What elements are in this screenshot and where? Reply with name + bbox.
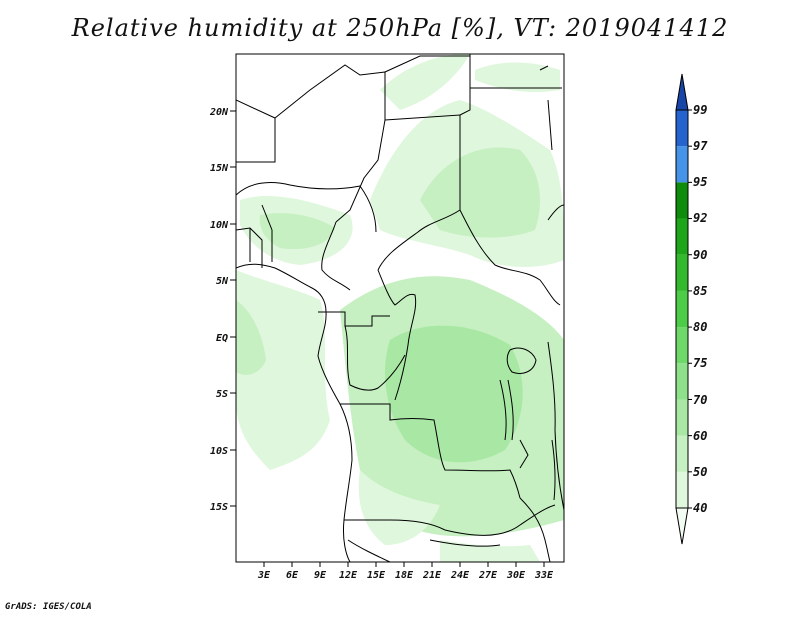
colorbar-label-80: 80	[693, 320, 707, 334]
longitude-axis: 3E 6E 9E 12E 15E 18E 21E 24E 27E 30E 33E	[257, 562, 554, 581]
colorbar-segment	[676, 218, 688, 255]
colorbar-label-99: 99	[693, 103, 707, 117]
colorbar-segment	[676, 110, 688, 147]
colorbar-segment	[676, 254, 688, 291]
latitude-axis: 20N 15N 10N 5N EQ 5S 10S 15S	[209, 107, 236, 513]
grads-credit: GrADS: IGES/COLA	[5, 602, 92, 612]
colorbar-labels: 99 97 95 92 90 85 80 75 70 60 50 40	[693, 103, 708, 515]
colorbar-segment	[676, 327, 688, 364]
humidity-region-northwest-core	[259, 213, 335, 250]
colorbar-label-60: 60	[693, 429, 707, 443]
colorbar-label-50: 50	[693, 465, 707, 479]
country-borders	[236, 54, 564, 562]
lat-label-10n: 10N	[210, 220, 229, 231]
humidity-region-top	[380, 54, 470, 110]
lat-label-5n: 5N	[216, 276, 229, 287]
lon-label-33e: 33E	[534, 570, 554, 581]
lon-label-15e: 15E	[367, 570, 386, 581]
lon-label-21e: 21E	[422, 570, 442, 581]
lon-label-27e: 27E	[478, 570, 498, 581]
lon-label-24e: 24E	[450, 570, 470, 581]
lat-label-20n: 20N	[209, 107, 229, 118]
colorbar-frame	[675, 109, 689, 509]
lon-label-30e: 30E	[506, 570, 526, 581]
colorbar-label-92: 92	[693, 211, 707, 225]
humidity-region-southeast	[440, 540, 540, 562]
colorbar-segment	[676, 146, 688, 183]
colorbar-segment	[676, 471, 688, 508]
lon-label-3e: 3E	[257, 570, 271, 581]
lat-label-15s: 15S	[210, 502, 228, 513]
colorbar-label-90: 90	[693, 248, 707, 262]
colorbar-segment	[676, 182, 688, 219]
colorbar-label-40: 40	[693, 501, 707, 515]
humidity-region-west	[236, 270, 330, 470]
colorbar-high-arrow	[675, 73, 689, 111]
lon-label-6e: 6E	[286, 570, 299, 581]
lake-tanganyika	[499, 379, 514, 441]
colorbar-label-75: 75	[693, 356, 707, 370]
coastline-west-africa	[236, 263, 353, 562]
colorbar-segment	[676, 399, 688, 436]
coastline-east	[547, 341, 564, 511]
lon-label-12e: 12E	[339, 570, 358, 581]
colorbar-segment	[676, 363, 688, 400]
colorbar-segment	[676, 290, 688, 328]
lon-label-9e: 9E	[314, 570, 327, 581]
lake-malawi	[551, 439, 556, 501]
map-frame	[235, 53, 565, 563]
colorbar-segment	[676, 435, 688, 472]
chart-title: Relative humidity at 250hPa [%], VT: 201…	[71, 14, 729, 42]
lat-label-10s: 10S	[210, 446, 228, 457]
lon-label-18e: 18E	[395, 570, 414, 581]
humidity-field	[236, 54, 564, 562]
colorbar	[675, 73, 692, 545]
lat-label-15n: 15N	[210, 163, 229, 174]
colorbar-label-97: 97	[693, 139, 708, 153]
colorbar-label-85: 85	[693, 284, 707, 298]
lat-label-eq: EQ	[216, 333, 228, 344]
humidity-region-north-core	[420, 147, 540, 238]
lat-label-5s: 5S	[216, 389, 228, 400]
humidity-region-south	[358, 470, 440, 545]
lake-victoria	[506, 347, 537, 374]
humidity-region-coast	[236, 300, 266, 375]
colorbar-label-95: 95	[693, 175, 707, 189]
humidity-region-central-core	[385, 325, 523, 463]
colorbar-label-70: 70	[693, 393, 707, 407]
colorbar-low-arrow	[675, 507, 689, 545]
humidity-region-top-right	[475, 62, 560, 92]
